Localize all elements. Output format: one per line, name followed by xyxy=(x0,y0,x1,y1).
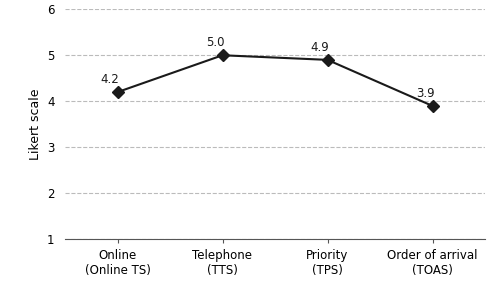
Y-axis label: Likert scale: Likert scale xyxy=(28,89,42,160)
Text: 3.9: 3.9 xyxy=(416,87,434,100)
Text: 4.9: 4.9 xyxy=(311,41,330,54)
Text: 4.2: 4.2 xyxy=(101,73,119,86)
Text: 5.0: 5.0 xyxy=(206,36,225,49)
